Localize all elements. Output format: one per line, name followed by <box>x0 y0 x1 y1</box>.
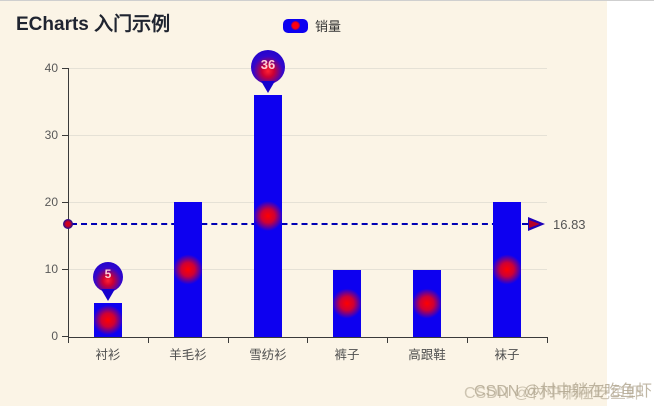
arrow-inner <box>529 220 540 228</box>
bar-sweater[interactable] <box>174 202 202 337</box>
pin-balloon: 36 <box>251 50 285 84</box>
x-tick <box>148 338 149 343</box>
y-axis-label-20: 20 <box>44 195 58 209</box>
x-tick <box>307 338 308 343</box>
y-tick <box>62 135 68 136</box>
x-tick <box>228 338 229 343</box>
pin-balloon: 5 <box>93 262 123 292</box>
y-axis-line <box>68 68 69 338</box>
gridline-40 <box>68 68 547 69</box>
markline-start-dot <box>63 219 73 229</box>
average-markline <box>71 223 528 225</box>
x-axis-label-socks: 袜子 <box>494 348 520 362</box>
average-value-label: 16.83 <box>553 217 586 232</box>
gridline-20 <box>68 202 547 203</box>
y-tick <box>62 202 68 203</box>
legend-item-sales[interactable]: 销量 <box>283 16 341 35</box>
x-tick <box>467 338 468 343</box>
y-axis-label-0: 0 <box>51 329 58 343</box>
markpoint-max-value: 36 <box>260 56 276 72</box>
gridline-10 <box>68 269 547 270</box>
chart-title: ECharts 入门示例 <box>16 14 171 35</box>
markpoint-min-pin[interactable]: 5 <box>93 262 123 301</box>
x-tick <box>68 338 69 343</box>
pin-tail <box>101 289 115 301</box>
bar-shirt[interactable] <box>94 303 122 337</box>
y-tick <box>62 68 68 69</box>
pin-tail <box>261 81 275 93</box>
bar-pants[interactable] <box>333 270 361 337</box>
right-margin <box>607 0 654 406</box>
top-divider <box>0 0 654 1</box>
gridline-30 <box>68 135 547 136</box>
x-axis-label-pants: 裤子 <box>334 348 360 362</box>
markpoint-min-value: 5 <box>104 267 112 281</box>
x-axis-label-sweater: 羊毛衫 <box>169 348 207 362</box>
y-tick <box>62 336 68 337</box>
x-axis-label-chiffon: 雪纺衫 <box>249 348 287 362</box>
bar-chiffon[interactable] <box>254 95 282 337</box>
bar-socks[interactable] <box>493 202 521 337</box>
legend-swatch-icon <box>283 18 308 33</box>
x-axis-label-heels: 高跟鞋 <box>408 348 446 362</box>
y-tick <box>62 269 68 270</box>
markline-arrow-icon <box>528 217 546 231</box>
y-axis-label-30: 30 <box>44 128 58 142</box>
x-tick <box>547 338 548 343</box>
y-axis-label-10: 10 <box>44 262 58 276</box>
y-axis-label-40: 40 <box>44 61 58 75</box>
x-tick <box>387 338 388 343</box>
x-axis-line <box>68 337 548 338</box>
x-axis-label-shirt: 衬衫 <box>95 348 121 362</box>
bar-heels[interactable] <box>413 270 441 337</box>
markpoint-max-pin[interactable]: 36 <box>251 50 285 93</box>
legend-label: 销量 <box>315 19 342 34</box>
